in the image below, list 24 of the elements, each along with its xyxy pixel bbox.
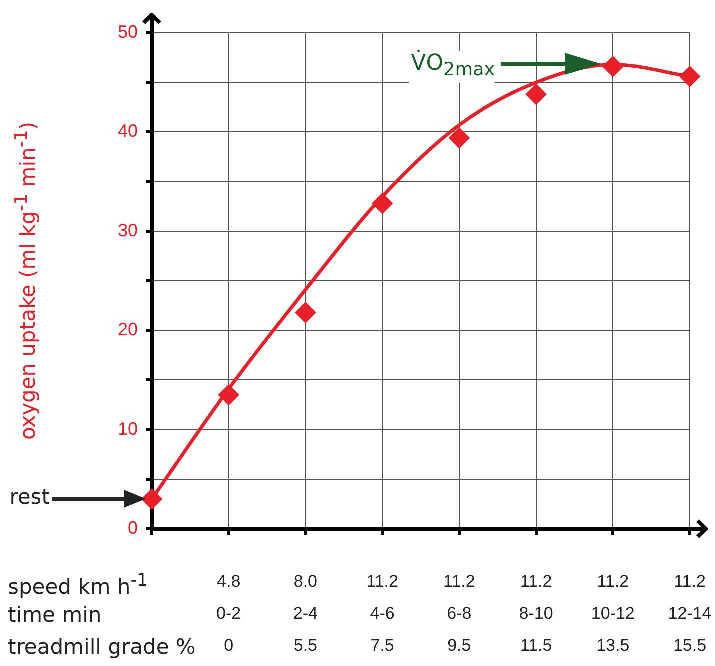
point	[372, 193, 394, 214]
point	[680, 66, 700, 88]
x-tick-label: 11.2 8-10 11.5	[519, 572, 554, 656]
y-tick-label: 40	[118, 121, 138, 142]
y-tick-label: 10	[118, 418, 138, 439]
point	[295, 302, 316, 324]
point	[218, 384, 240, 406]
point	[448, 128, 470, 149]
y-tick-label: 20	[118, 320, 138, 340]
point	[602, 56, 624, 78]
y-tick-label: 0	[128, 518, 138, 538]
point	[142, 488, 162, 510]
x-tick-label: 4.8 0-2 0	[216, 572, 242, 656]
x-tick-label: 11.2 10-12 13.5	[591, 572, 635, 656]
point	[526, 84, 547, 106]
text: speed km h$^{-1}$ time min treadmill grade %	[8, 571, 196, 659]
x-tick-label: 8.0 2-4 5.5	[293, 572, 318, 656]
y-tick-label: 50	[118, 22, 138, 42]
x-tick-label: 11.2 6-8 9.5	[444, 572, 476, 656]
annotation: V̇O$_{2max}$	[409, 50, 496, 84]
y-tick-label: 30	[118, 220, 138, 240]
x-tick-label: 11.2 4-6 7.5	[366, 572, 398, 656]
x-tick-label: 11.2 12-14 15.5	[668, 572, 712, 656]
text: rest	[8, 485, 50, 510]
